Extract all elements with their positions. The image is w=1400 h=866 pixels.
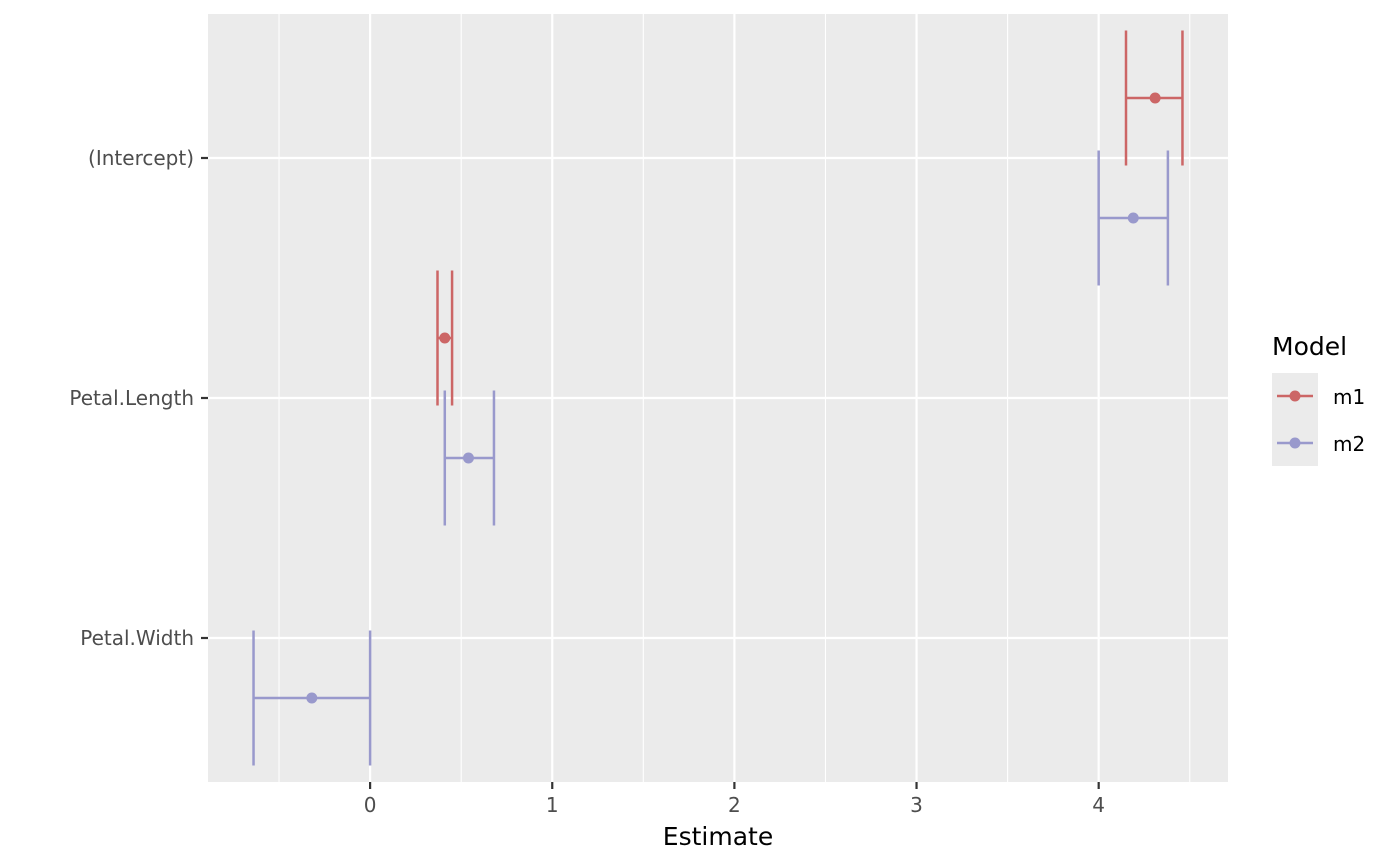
point-m1 <box>1149 92 1161 104</box>
point-m2 <box>306 692 318 704</box>
point-m1 <box>439 332 451 344</box>
y-axis: (Intercept) Petal.Length Petal.Width <box>69 146 208 650</box>
x-axis: 0 1 2 3 4 <box>364 782 1105 817</box>
legend-key-point-m1 <box>1289 390 1301 402</box>
point-m2 <box>1127 212 1139 224</box>
legend: Model m1 m2 <box>1272 332 1365 466</box>
x-tick-label: 4 <box>1092 793 1105 817</box>
x-axis-title: Estimate <box>663 822 773 851</box>
legend-label-m1: m1 <box>1333 385 1365 409</box>
y-tick-label: (Intercept) <box>88 146 194 170</box>
estimate-points <box>306 92 1161 704</box>
legend-key-point-m2 <box>1289 437 1301 449</box>
x-tick-label: 2 <box>728 793 741 817</box>
legend-title: Model <box>1272 332 1347 361</box>
legend-key-background <box>1272 373 1318 466</box>
x-tick-label: 3 <box>910 793 923 817</box>
y-tick-label: Petal.Length <box>69 386 194 410</box>
x-tick-label: 0 <box>364 793 377 817</box>
legend-label-m2: m2 <box>1333 432 1365 456</box>
x-tick-label: 1 <box>546 793 559 817</box>
point-m2 <box>462 452 474 464</box>
y-tick-label: Petal.Width <box>80 626 194 650</box>
